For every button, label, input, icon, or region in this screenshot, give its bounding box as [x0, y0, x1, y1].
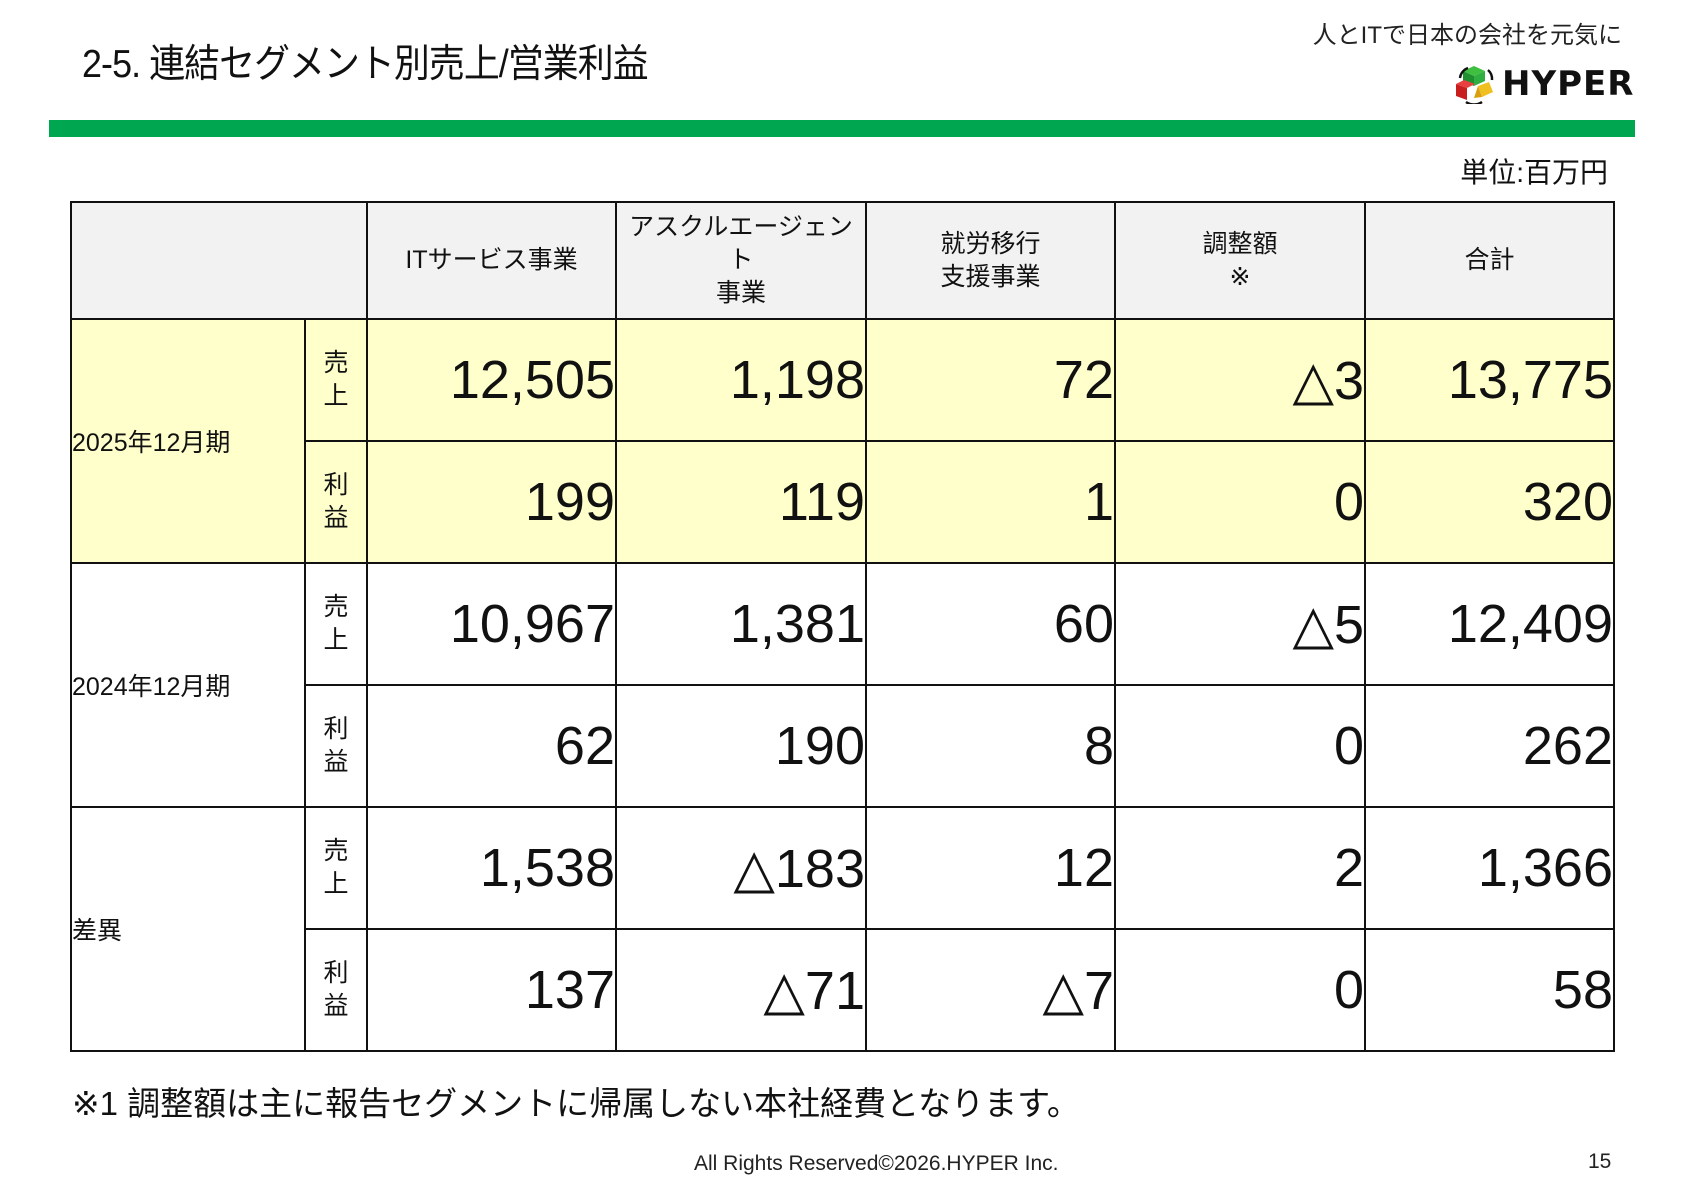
cube-logo-icon: [1456, 66, 1494, 104]
copyright: All Rights Reserved©2026.HYPER Inc.: [694, 1152, 1059, 1175]
row-kind-profit: 利益: [304, 928, 368, 1052]
table-row: 差異 売上 1,538 △183 12 2 1,366: [70, 806, 1615, 1052]
value-cell: 320: [1364, 440, 1615, 564]
unit-label: 単位:百万円: [1460, 157, 1608, 188]
value-cell: 10,967: [366, 562, 617, 686]
col-header-askul-agent: アスクルエージェント 事業: [615, 201, 867, 320]
row-kind-sales: 売上: [304, 318, 368, 442]
row-kind-profit: 利益: [304, 440, 368, 564]
value-cell: 62: [366, 684, 617, 808]
table-row: 2025年12月期 売上 12,505 1,198 72 △3 13,775: [70, 318, 1615, 564]
value-cell: 0: [1114, 684, 1366, 808]
value-cell: 1: [865, 440, 1116, 564]
value-cell: △3: [1114, 318, 1366, 442]
value-cell: 60: [865, 562, 1116, 686]
value-cell: 72: [865, 318, 1116, 442]
value-cell: 12,409: [1364, 562, 1615, 686]
value-cell: 1,198: [615, 318, 867, 442]
value-cell: 1,538: [366, 806, 617, 930]
value-cell: 1,366: [1364, 806, 1615, 930]
value-cell: 262: [1364, 684, 1615, 808]
value-cell: △71: [615, 928, 867, 1052]
value-cell: △5: [1114, 562, 1366, 686]
value-cell: 119: [615, 440, 867, 564]
col-header-employment-support: 就労移行 支援事業: [865, 201, 1116, 320]
col-header-total: 合計: [1364, 201, 1615, 320]
value-cell: 137: [366, 928, 617, 1052]
row-kind-sales: 売上: [304, 806, 368, 930]
value-cell: 2: [1114, 806, 1366, 930]
value-cell: 190: [615, 684, 867, 808]
value-cell: △7: [865, 928, 1116, 1052]
table-row: 2024年12月期 売上 10,967 1,381 60 △5 12,409: [70, 562, 1615, 808]
tagline: 人とITで日本の会社を元気に: [1312, 22, 1622, 49]
col-header-adjustment: 調整額 ※: [1114, 201, 1366, 320]
value-cell: 0: [1114, 440, 1366, 564]
table-row: 利益 199 119 1 0 320: [71, 440, 1615, 564]
col-header-it-services: ITサービス事業: [366, 201, 617, 320]
company-logo: HYPER: [1452, 64, 1634, 104]
footnote: ※1 調整額は主に報告セグメントに帰属しない本社経費となります。: [72, 1085, 1080, 1122]
header-divider: [49, 120, 1635, 137]
value-cell: 1,381: [615, 562, 867, 686]
value-cell: 12,505: [366, 318, 617, 442]
segment-table: ITサービス事業 アスクルエージェント 事業 就労移行 支援事業 調整額 ※ 合計 2…: [70, 201, 1615, 1052]
page-number: 15: [1588, 1150, 1612, 1173]
logo-text: HYPER: [1502, 64, 1635, 104]
value-cell: 8: [865, 684, 1116, 808]
corner-cell: [70, 201, 368, 320]
value-cell: 13,775: [1364, 318, 1615, 442]
period-label: 2025年12月期: [70, 318, 306, 564]
value-cell: 12: [865, 806, 1116, 930]
value-cell: △183: [615, 806, 867, 930]
table-row: 利益 62 190 8 0 262: [71, 684, 1615, 808]
table-header-row: ITサービス事業 アスクルエージェント 事業 就労移行 支援事業 調整額 ※ 合計: [70, 201, 1615, 320]
period-label: 2024年12月期: [70, 562, 306, 808]
table-row: 利益 137 △71 △7 0 58: [71, 928, 1615, 1052]
value-cell: 58: [1364, 928, 1615, 1052]
row-kind-profit: 利益: [304, 684, 368, 808]
page-title: 2-5. 連結セグメント別売上/営業利益: [82, 43, 649, 86]
period-label: 差異: [70, 806, 306, 1052]
value-cell: 0: [1114, 928, 1366, 1052]
row-kind-sales: 売上: [304, 562, 368, 686]
value-cell: 199: [366, 440, 617, 564]
